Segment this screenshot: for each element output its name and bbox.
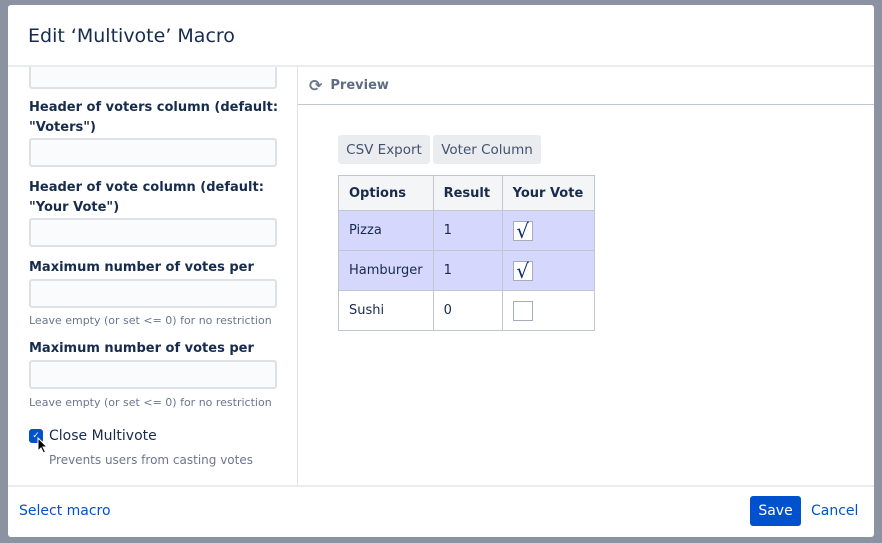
max-votes-person-input[interactable] [29,279,277,308]
edit-macro-dialog: Edit ‘Multivote’ Macro Header of voters … [8,5,874,537]
vote-header-input[interactable] [29,218,277,247]
mouse-cursor-icon [37,437,49,454]
csv-export-button[interactable]: CSV Export [338,135,430,164]
dialog-header: Edit ‘Multivote’ Macro [8,5,874,67]
table-row: Sushi 0 [338,290,595,331]
refresh-icon[interactable]: ⟳ [309,76,323,95]
table-row: Pizza 1 √ [338,210,595,251]
voters-header-input[interactable] [29,138,277,167]
vote-checkbox[interactable]: √ [512,220,533,241]
cancel-button[interactable]: Cancel [811,503,859,519]
max-votes-person-help: Leave empty (or set <= 0) for no restric… [29,314,272,327]
options-header: Options [338,175,434,211]
max-votes-row-help: Leave empty (or set <= 0) for no restric… [29,396,272,409]
your-vote-header: Your Vote [501,175,595,211]
dialog-title: Edit ‘Multivote’ Macro [28,25,235,47]
save-button[interactable]: Save [750,496,801,526]
select-macro-link[interactable]: Select macro [19,503,111,519]
macro-parameters-panel[interactable]: Header of voters column (default: "Voter… [8,67,298,485]
vote-checkbox[interactable]: √ [512,260,533,281]
result-cell: 1 [432,250,503,291]
multivote-table: Options Result Your Vote Pizza 1 √ Hambu… [338,175,595,331]
preview-title: Preview [330,78,389,93]
preview-header: ⟳ Preview [298,67,874,105]
option-cell: Pizza [338,210,434,251]
vote-header-label: Header of vote column (default: "Your Vo… [29,180,264,215]
result-cell: 0 [432,290,503,331]
preview-panel: ⟳ Preview CSV Export Voter Column Option… [298,67,874,485]
vote-checkbox[interactable] [512,300,533,321]
result-header: Result [432,175,503,211]
max-votes-row-input[interactable] [29,360,277,389]
option-cell: Sushi [338,290,434,331]
result-cell: 1 [432,210,503,251]
previous-field-input[interactable] [29,67,277,89]
option-cell: Hamburger [338,250,434,291]
table-row: Hamburger 1 √ [338,250,595,291]
voters-header-label: Header of voters column (default: "Voter… [29,100,279,135]
voter-column-button[interactable]: Voter Column [433,135,541,164]
dialog-footer: Select macro Save Cancel [8,485,874,537]
close-multivote-help: Prevents users from casting votes [49,453,253,467]
close-multivote-label: Close Multivote [49,428,157,444]
